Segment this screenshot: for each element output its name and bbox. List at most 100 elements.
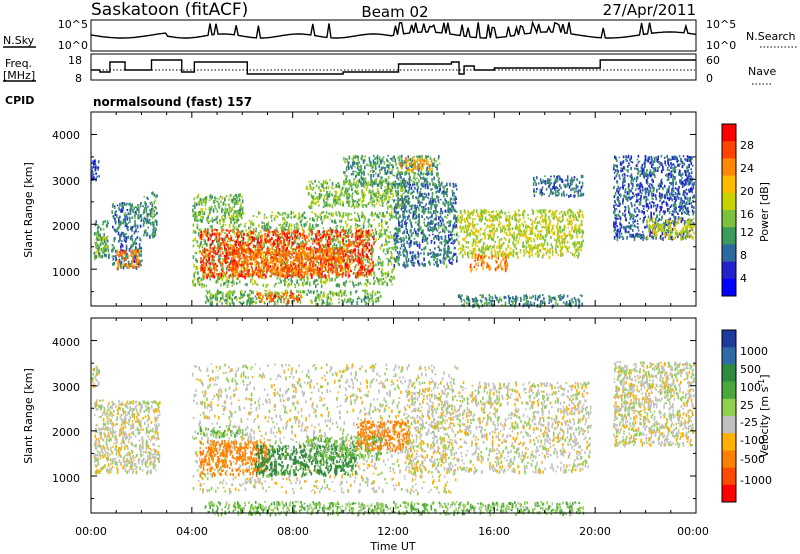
heatmap-cell xyxy=(258,246,261,249)
heatmap-cell xyxy=(233,252,236,255)
heatmap-cell xyxy=(364,181,366,185)
heatmap-cell xyxy=(251,269,254,273)
heatmap-cell xyxy=(355,186,357,189)
heatmap-cell xyxy=(246,300,248,303)
heatmap-cell xyxy=(300,294,302,298)
heatmap-cell xyxy=(266,266,268,270)
heatmap-cell xyxy=(92,160,94,165)
heatmap-cell xyxy=(362,223,365,226)
heatmap-cell xyxy=(239,233,241,237)
heatmap-cell xyxy=(96,238,99,241)
heatmap-cell xyxy=(393,276,396,280)
heatmap-cell xyxy=(285,250,288,255)
heatmap-cell xyxy=(219,253,222,258)
heatmap-cell xyxy=(296,264,298,267)
heatmap-cell xyxy=(150,215,152,218)
heatmap-cell xyxy=(349,266,351,269)
heatmap-cell xyxy=(246,261,248,264)
heatmap-cell xyxy=(307,276,309,281)
heatmap-cell xyxy=(197,234,200,237)
heatmap-cell xyxy=(265,262,267,266)
heatmap-cell xyxy=(365,302,368,304)
heatmap-cell xyxy=(121,202,123,204)
heatmap-cell xyxy=(387,159,389,163)
heatmap-cell xyxy=(242,301,245,305)
heatmap-cell xyxy=(113,262,115,266)
heatmap-cell xyxy=(219,300,221,303)
heatmap-cell xyxy=(300,267,303,271)
heatmap-cell xyxy=(202,215,204,220)
heatmap-cell xyxy=(339,203,342,206)
heatmap-cell xyxy=(283,216,285,220)
heatmap-cell xyxy=(344,231,347,233)
heatmap-cell xyxy=(268,301,271,304)
heatmap-cell xyxy=(236,197,238,202)
heatmap-cell xyxy=(149,235,151,239)
heatmap-cell xyxy=(286,264,288,269)
heatmap-cell xyxy=(130,250,132,254)
heatmap-cell xyxy=(383,190,386,193)
heatmap-cell xyxy=(401,165,403,169)
heatmap-cell xyxy=(386,202,388,205)
heatmap-cell xyxy=(390,257,392,260)
heatmap-cell xyxy=(245,259,248,264)
heatmap-cell xyxy=(345,220,347,224)
heatmap-cell xyxy=(254,280,257,285)
heatmap-cell xyxy=(113,238,116,243)
heatmap-cell xyxy=(438,162,441,165)
heatmap-cell xyxy=(296,229,299,234)
heatmap-cell xyxy=(314,197,317,200)
heatmap-cell xyxy=(315,270,317,274)
heatmap-cell xyxy=(358,267,361,271)
heatmap-cell xyxy=(111,210,113,214)
heatmap-cell xyxy=(359,232,362,237)
heatmap-cell xyxy=(413,155,415,158)
heatmap-cell xyxy=(229,211,232,213)
heatmap-cell xyxy=(368,233,370,236)
heatmap-cell xyxy=(353,200,355,204)
heatmap-cell xyxy=(297,245,300,248)
heatmap-cell xyxy=(324,253,326,256)
heatmap-cell xyxy=(217,250,220,254)
heatmap-cell xyxy=(348,239,350,242)
heatmap-cell xyxy=(418,168,420,172)
heatmap-cell xyxy=(209,302,212,306)
heatmap-cell xyxy=(247,251,249,254)
heatmap-cell xyxy=(265,257,267,260)
heatmap-cell xyxy=(364,180,367,183)
heatmap-cell xyxy=(255,230,257,233)
heatmap-cell xyxy=(390,235,392,239)
heatmap-cell xyxy=(232,197,235,202)
heatmap-cell xyxy=(379,229,382,233)
heatmap-cell xyxy=(236,297,238,302)
heatmap-cell xyxy=(380,185,382,189)
heatmap-cell xyxy=(327,242,329,245)
heatmap-cell xyxy=(238,214,241,218)
heatmap-cell xyxy=(226,208,229,212)
heatmap-cell xyxy=(346,223,349,226)
heatmap-cell xyxy=(426,172,429,177)
heatmap-cell xyxy=(354,156,356,159)
heatmap-cell xyxy=(216,300,219,303)
heatmap-cell xyxy=(428,165,431,169)
heatmap-cell xyxy=(223,258,226,262)
heatmap-cell xyxy=(325,179,327,183)
heatmap-cell xyxy=(358,217,361,222)
heatmap-cell xyxy=(221,258,224,260)
heatmap-cell xyxy=(382,249,385,253)
heatmap-cell xyxy=(208,258,211,261)
heatmap-cell xyxy=(257,274,260,277)
heatmap-cell xyxy=(261,225,264,229)
heatmap-cell xyxy=(245,273,247,277)
heatmap-cell xyxy=(251,278,253,281)
heatmap-cell xyxy=(327,185,330,190)
heatmap-cell xyxy=(320,248,322,251)
heatmap-cell xyxy=(321,301,323,306)
heatmap-cell xyxy=(340,229,343,234)
heatmap-cell xyxy=(253,271,255,274)
heatmap-cell xyxy=(356,212,359,216)
heatmap-cell xyxy=(275,282,277,285)
heatmap-cell xyxy=(266,249,268,253)
heatmap-cell xyxy=(279,223,282,226)
heatmap-cell xyxy=(322,187,325,189)
